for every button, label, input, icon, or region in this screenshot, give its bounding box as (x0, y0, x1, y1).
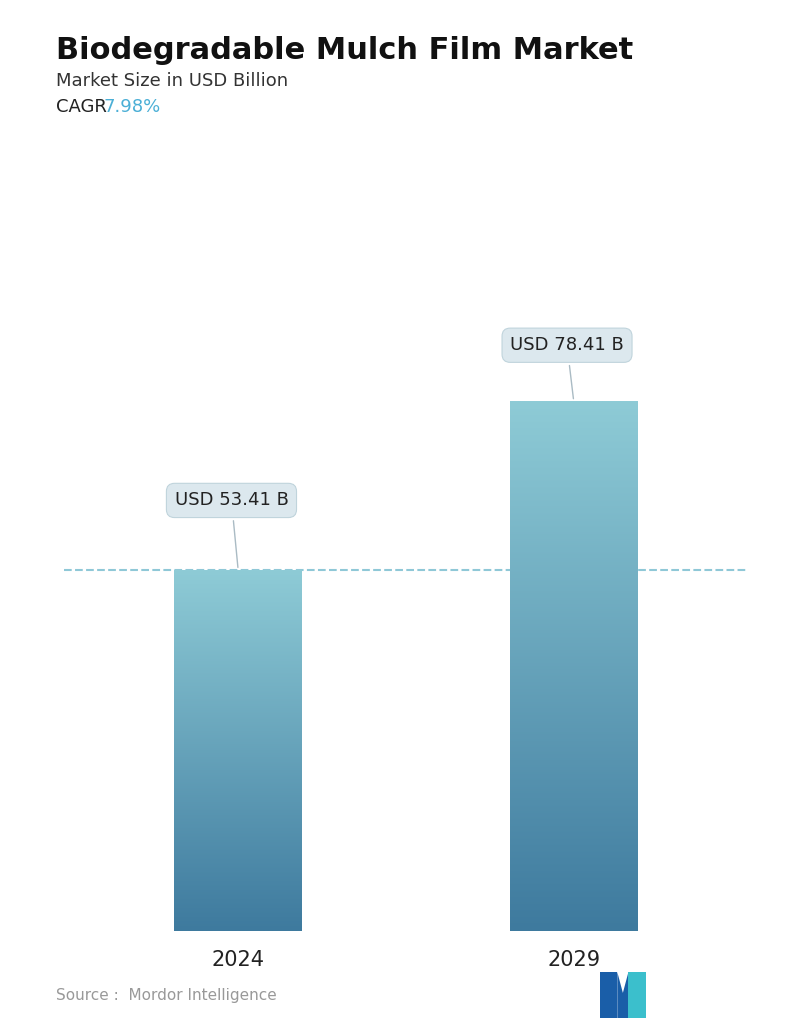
Text: Market Size in USD Billion: Market Size in USD Billion (56, 72, 288, 90)
Text: USD 53.41 B: USD 53.41 B (174, 491, 288, 568)
Text: USD 78.41 B: USD 78.41 B (510, 336, 624, 399)
Text: Biodegradable Mulch Film Market: Biodegradable Mulch Film Market (56, 36, 633, 65)
Text: 7.98%: 7.98% (103, 98, 161, 116)
Polygon shape (599, 972, 617, 1018)
Text: CAGR: CAGR (56, 98, 112, 116)
Text: Source :  Mordor Intelligence: Source : Mordor Intelligence (56, 987, 276, 1003)
Polygon shape (629, 972, 646, 1018)
Polygon shape (617, 972, 629, 1018)
